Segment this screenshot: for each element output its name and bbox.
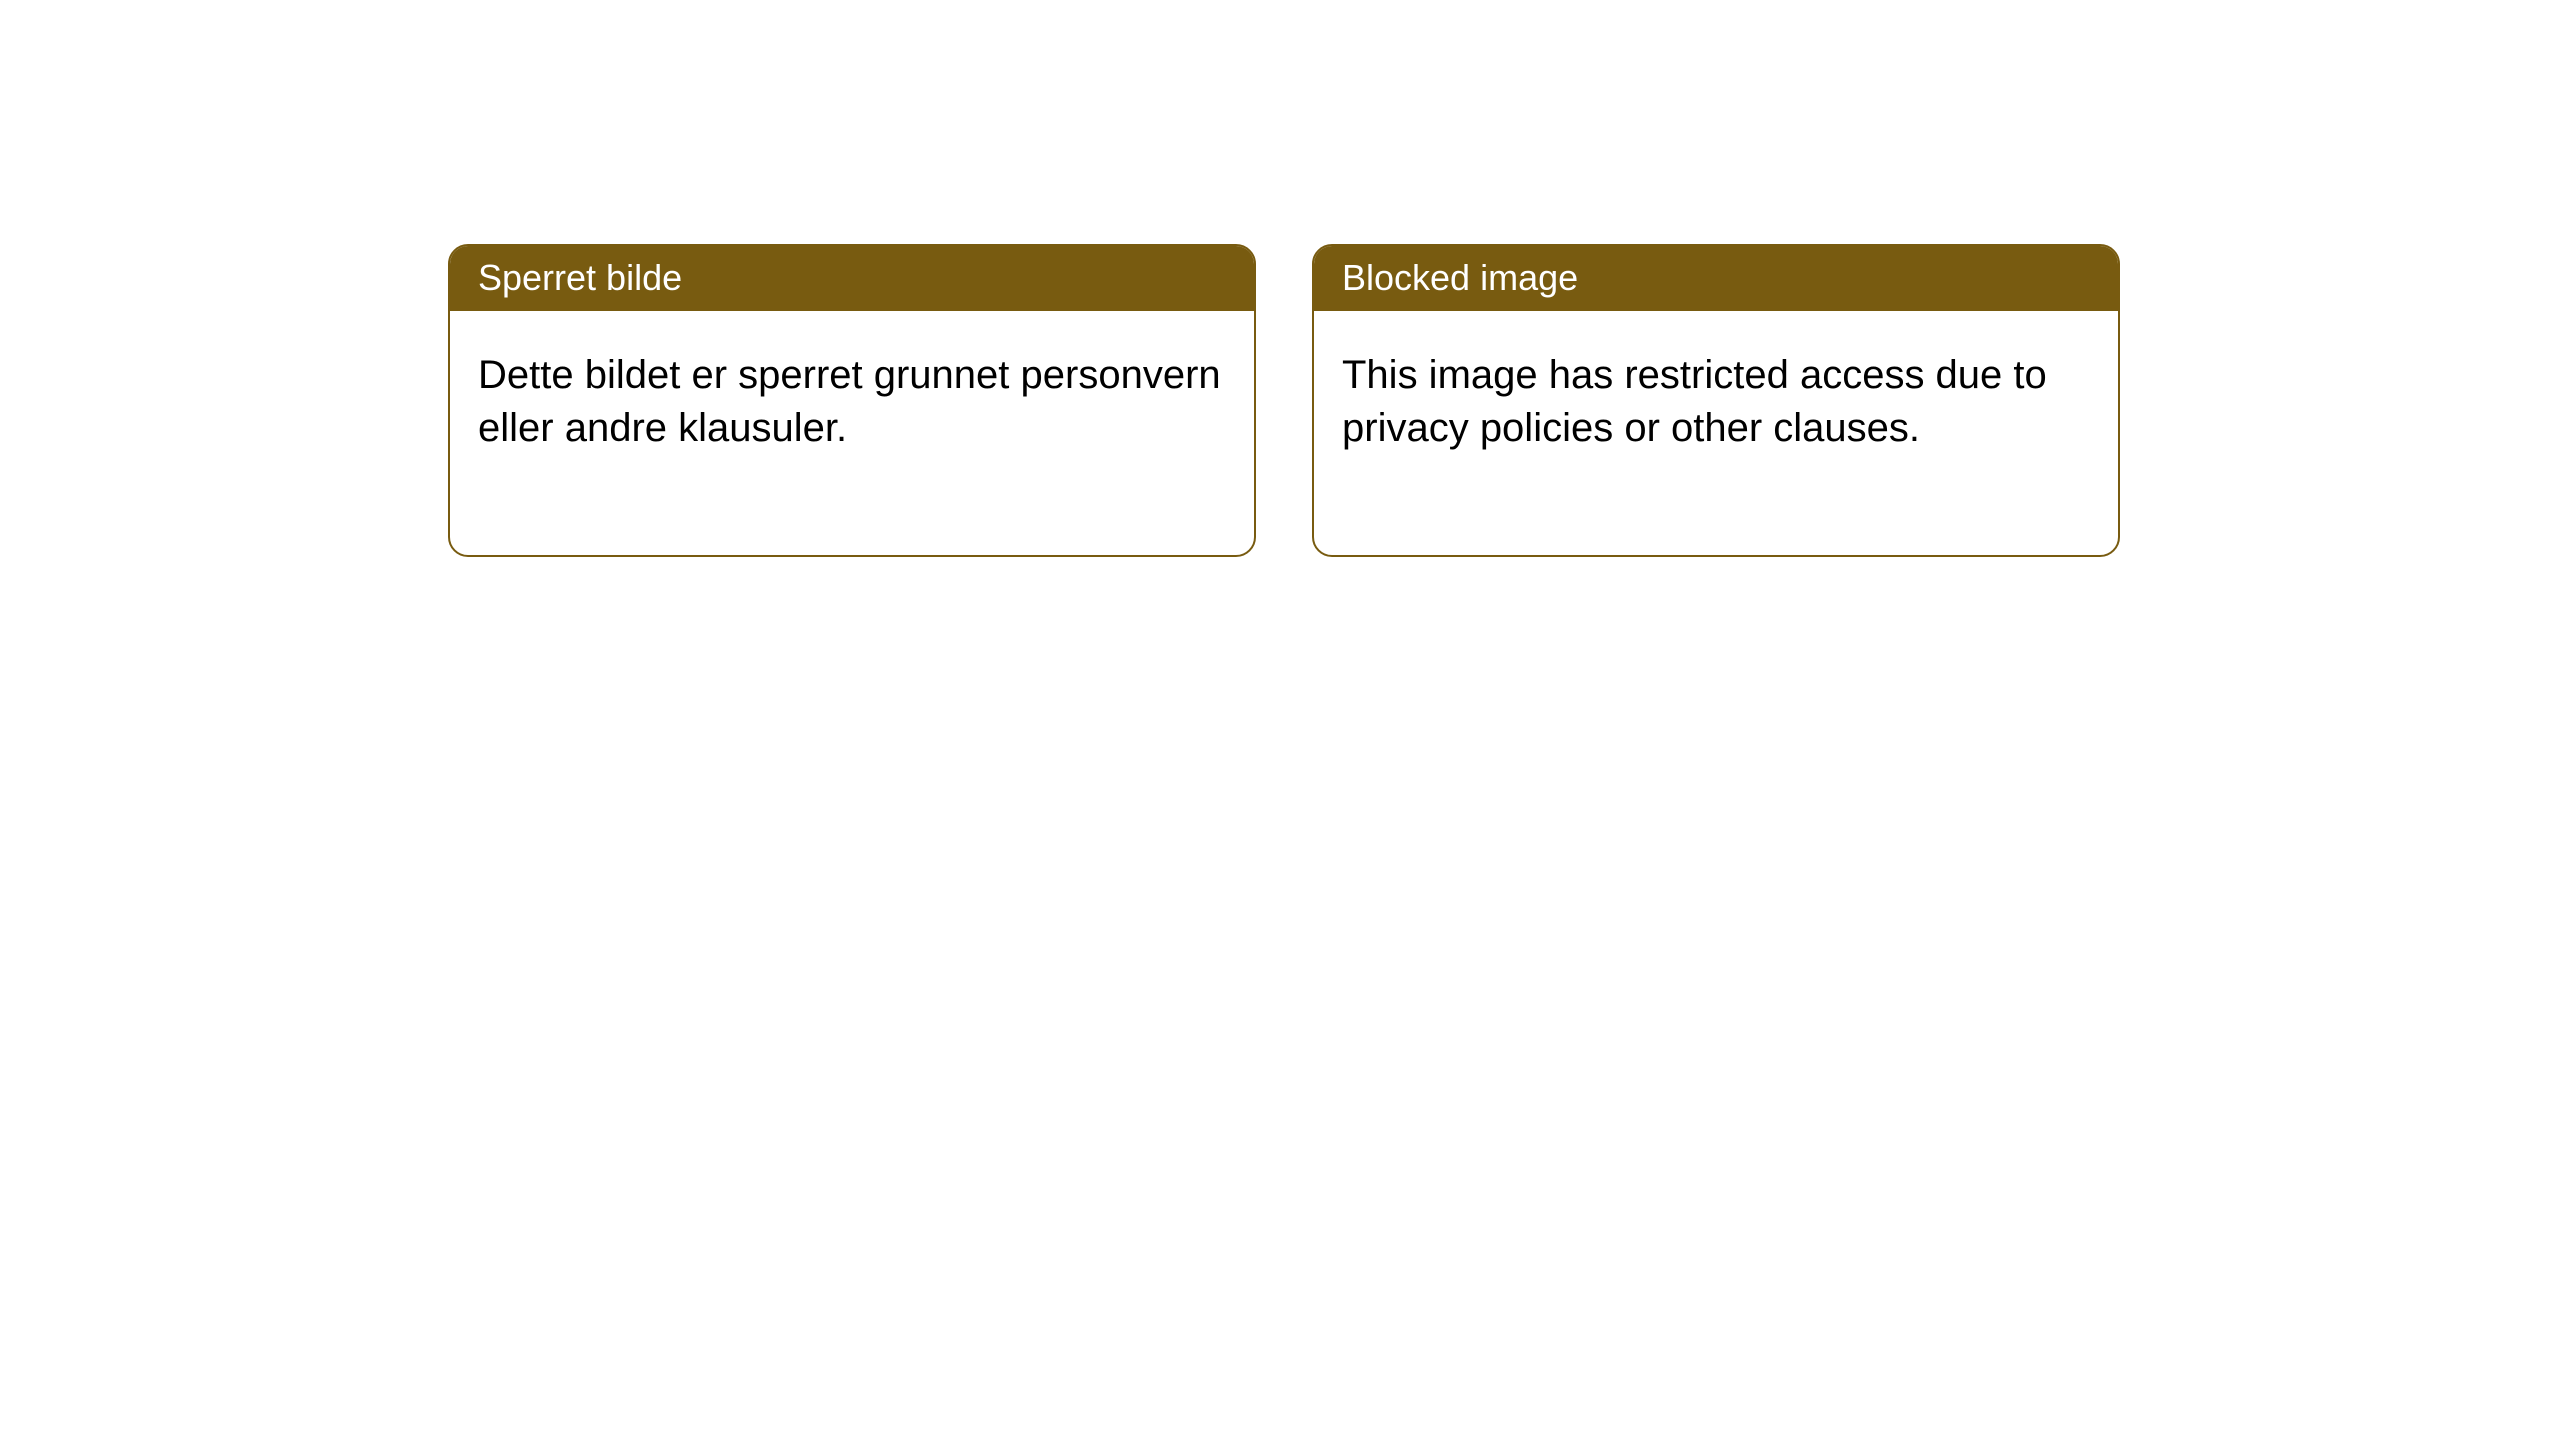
notice-body: This image has restricted access due to … bbox=[1314, 311, 2118, 555]
notice-body: Dette bildet er sperret grunnet personve… bbox=[450, 311, 1254, 555]
notice-container: Sperret bilde Dette bildet er sperret gr… bbox=[448, 244, 2120, 557]
notice-header: Blocked image bbox=[1314, 246, 2118, 311]
notice-card-no: Sperret bilde Dette bildet er sperret gr… bbox=[448, 244, 1256, 557]
notice-card-en: Blocked image This image has restricted … bbox=[1312, 244, 2120, 557]
notice-header: Sperret bilde bbox=[450, 246, 1254, 311]
